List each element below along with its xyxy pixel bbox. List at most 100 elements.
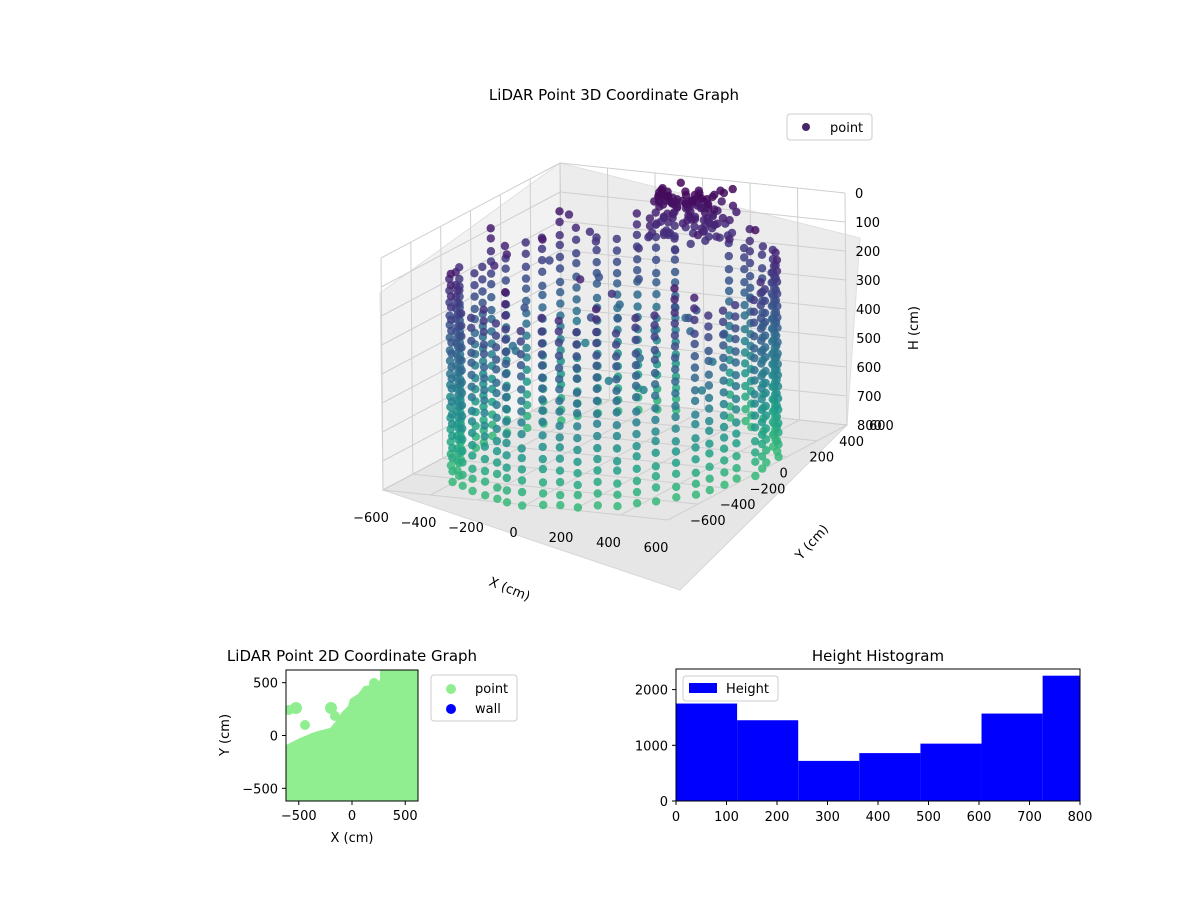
point-marker bbox=[719, 330, 728, 339]
point-marker bbox=[457, 388, 467, 398]
chart-2d: LiDAR Point 2D Coordinate Graph −500 0 500… bbox=[218, 647, 518, 846]
point-marker bbox=[690, 386, 700, 395]
point-marker bbox=[719, 399, 728, 409]
point-marker bbox=[690, 373, 700, 382]
point-marker bbox=[448, 477, 457, 487]
point-marker bbox=[651, 404, 660, 413]
point-marker bbox=[671, 365, 680, 374]
point-marker bbox=[631, 381, 641, 390]
point-marker bbox=[726, 413, 735, 422]
grid-line-h bbox=[561, 307, 847, 339]
point-marker bbox=[522, 296, 531, 306]
point-marker bbox=[671, 469, 681, 478]
point-marker bbox=[585, 227, 595, 236]
point-marker bbox=[697, 194, 706, 203]
point-marker bbox=[538, 454, 547, 464]
point-marker bbox=[732, 207, 741, 217]
point-marker bbox=[573, 457, 582, 467]
point-marker bbox=[478, 275, 487, 284]
point-marker bbox=[773, 338, 782, 347]
point-marker bbox=[705, 416, 714, 426]
point-marker bbox=[470, 304, 479, 314]
point-marker bbox=[645, 221, 655, 231]
point-marker bbox=[757, 250, 767, 259]
point-region-2d bbox=[286, 670, 418, 801]
grid-line-h bbox=[381, 220, 561, 317]
point-marker bbox=[447, 315, 456, 324]
grid-line-h bbox=[561, 336, 847, 368]
point-marker bbox=[613, 502, 622, 511]
point-marker bbox=[537, 339, 547, 348]
point-marker bbox=[732, 418, 741, 427]
point-marker bbox=[632, 230, 642, 240]
point-marker bbox=[720, 480, 729, 489]
point-marker bbox=[555, 407, 564, 416]
point-marker bbox=[651, 448, 660, 457]
point-marker bbox=[704, 393, 714, 403]
point-marker bbox=[663, 192, 673, 201]
x-tick-label-hist: 300 bbox=[815, 810, 840, 825]
point-marker bbox=[538, 290, 547, 300]
point-marker bbox=[633, 302, 642, 311]
grid-line-y bbox=[502, 426, 788, 458]
x-tick-label: −200 bbox=[448, 521, 484, 536]
point-marker bbox=[651, 436, 660, 446]
point-marker bbox=[502, 463, 511, 472]
point-marker bbox=[467, 323, 476, 333]
point-marker bbox=[492, 424, 501, 434]
point-marker bbox=[593, 489, 602, 498]
point-marker bbox=[741, 405, 750, 414]
point-marker bbox=[725, 378, 735, 387]
point-marker bbox=[467, 417, 477, 426]
point-marker bbox=[491, 319, 501, 328]
point-marker bbox=[522, 365, 531, 374]
point-marker bbox=[457, 401, 467, 410]
point-marker bbox=[486, 234, 495, 243]
point-marker bbox=[731, 312, 740, 321]
h-tick-label: 100 bbox=[855, 216, 880, 231]
point-marker bbox=[573, 445, 582, 455]
grid-line-h bbox=[560, 220, 846, 252]
point-marker bbox=[446, 281, 456, 290]
point-marker bbox=[564, 210, 574, 219]
legend-label-point-2d: point bbox=[475, 682, 508, 697]
histogram-title: Height Histogram bbox=[812, 647, 944, 665]
point-marker bbox=[457, 332, 466, 341]
point-marker bbox=[631, 335, 640, 345]
point-marker bbox=[468, 464, 477, 473]
x-tick-label: 200 bbox=[549, 531, 574, 546]
point-marker bbox=[521, 284, 531, 293]
point-marker bbox=[668, 199, 677, 208]
point-marker bbox=[502, 438, 511, 448]
point-marker bbox=[745, 272, 755, 281]
point-marker bbox=[576, 275, 585, 284]
point-marker bbox=[446, 303, 456, 312]
h-tick-label: 800 bbox=[857, 419, 882, 434]
point-marker bbox=[458, 446, 467, 456]
point-marker bbox=[772, 266, 782, 276]
point-marker bbox=[704, 322, 713, 331]
point-marker bbox=[479, 402, 488, 411]
point-marker bbox=[604, 376, 613, 386]
point-marker bbox=[478, 262, 487, 272]
point-marker bbox=[672, 493, 681, 502]
point-marker bbox=[757, 383, 766, 393]
point-marker bbox=[741, 381, 750, 391]
point-marker bbox=[487, 293, 496, 302]
point-marker bbox=[740, 278, 749, 287]
point-marker bbox=[572, 259, 581, 268]
point-marker bbox=[724, 265, 734, 274]
point-marker bbox=[492, 400, 501, 410]
point-marker bbox=[521, 262, 531, 271]
point-marker bbox=[481, 491, 490, 500]
point-marker bbox=[458, 481, 467, 490]
x-tick-label-hist: 100 bbox=[714, 810, 739, 825]
legend-marker-point-2d bbox=[446, 684, 456, 694]
point-marker bbox=[458, 470, 467, 480]
point-marker bbox=[447, 410, 457, 419]
point-marker bbox=[555, 396, 564, 406]
point-marker bbox=[470, 269, 479, 278]
point-marker bbox=[772, 277, 782, 286]
point-marker bbox=[501, 359, 511, 369]
point-marker bbox=[573, 490, 582, 500]
